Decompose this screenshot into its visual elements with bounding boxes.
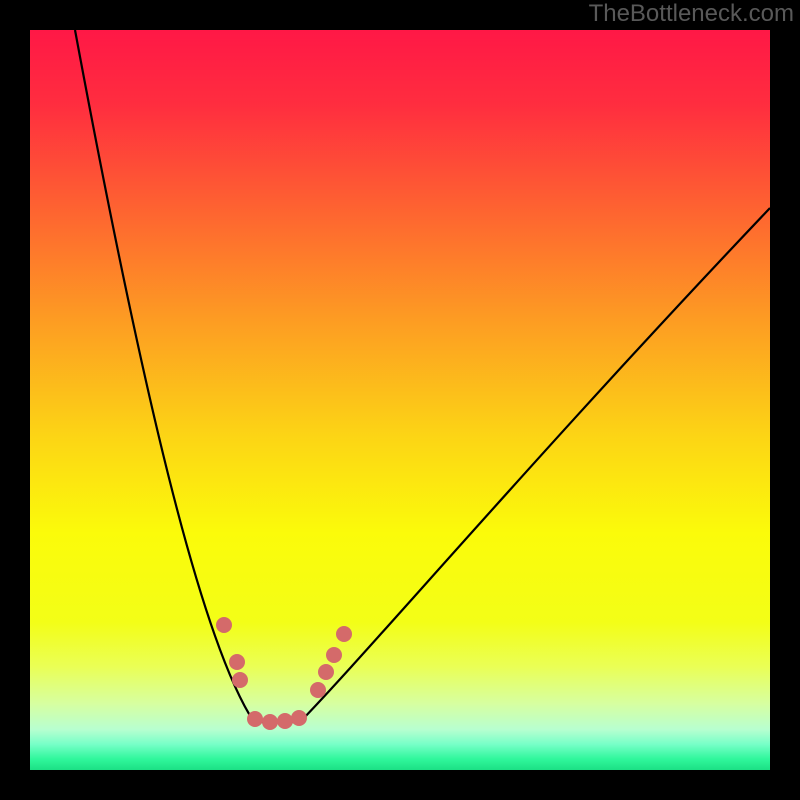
watermark-text: TheBottleneck.com xyxy=(589,0,794,28)
data-point xyxy=(232,672,248,688)
data-point xyxy=(262,714,278,730)
data-point xyxy=(277,713,293,729)
plot-background xyxy=(30,30,770,770)
data-point xyxy=(326,647,342,663)
data-point xyxy=(216,617,232,633)
data-point xyxy=(310,682,326,698)
data-point xyxy=(247,711,263,727)
data-point xyxy=(318,664,334,680)
data-point xyxy=(336,626,352,642)
data-point xyxy=(291,710,307,726)
data-point xyxy=(229,654,245,670)
